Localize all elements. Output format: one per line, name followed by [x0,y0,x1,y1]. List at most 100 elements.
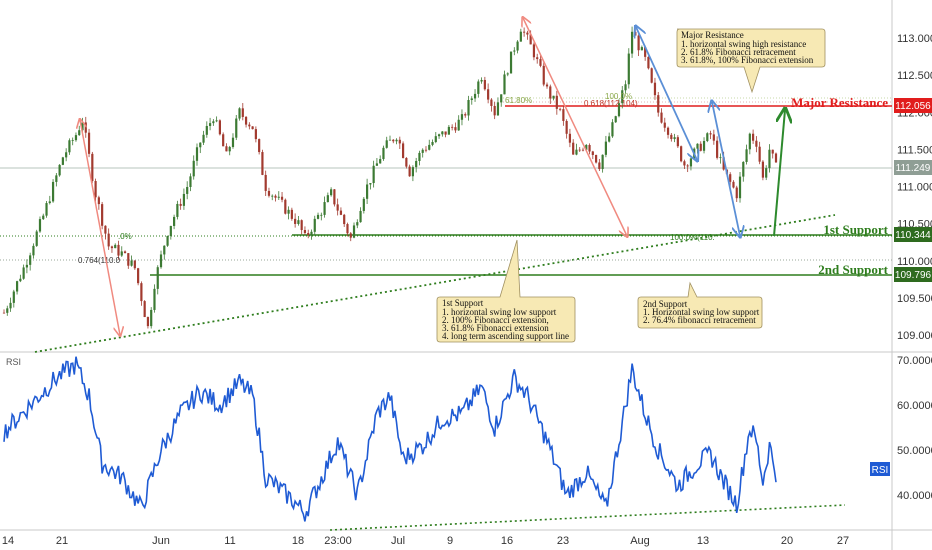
time-tick-label: 27 [837,535,849,547]
resistance-callout-title: Major Resistance [681,30,744,40]
fib-arrow-1[interactable] [80,120,120,335]
candle-body [473,93,477,99]
projection-arrow[interactable] [773,110,785,237]
candle-body [127,253,130,266]
time-tick-label: 21 [56,535,68,547]
candle-body [405,157,408,167]
candle-body [663,122,666,128]
candle-body [660,112,663,123]
candle-body [598,162,601,170]
candle-body [768,149,771,169]
time-tick-label: 13 [697,535,709,547]
candle-body [761,161,765,178]
candle-body [212,121,215,124]
resistance-price-tag-text: 112.056 [895,101,931,112]
fib-arrow-4[interactable] [712,102,740,236]
candle-body [25,264,28,268]
candle-body [735,187,738,199]
candle-body [477,81,480,94]
candle-body [536,57,539,60]
candle-body [228,146,231,152]
candle-body [169,225,172,237]
candle-body [189,176,192,187]
rsi-badge-text: RSI [872,465,889,476]
fib-arrow-2[interactable] [523,18,627,236]
candle-body [48,201,51,204]
candle-body [630,31,634,54]
rsi-line[interactable] [3,356,777,522]
candle-body [483,79,486,90]
price-tick-label: 111.000 [897,182,932,194]
candle-body [140,283,143,302]
candle-body [323,202,326,215]
candle-body [774,153,778,163]
candle-body [271,195,274,197]
candle-body [297,220,300,224]
first-support-price-tag [894,227,932,242]
candle-body [349,233,352,238]
candle-body [719,157,722,159]
first-support-label: 1st Support [823,222,888,237]
candle-body [670,134,673,140]
price-tick-label: 111.500 [897,144,932,156]
rsi-axis[interactable]: 70.0000 60.0000 50.0000 40.0000 [897,355,932,502]
time-axis[interactable]: 14 21 Jun 11 18 23:00 Jul 9 16 23 Aug 13 20 27 [2,535,849,547]
second-support-callout[interactable]: 2nd Support 1. Horizontal swing low supp… [637,281,763,329]
candle-body [339,210,343,215]
candle-body [123,251,127,254]
candle-body [490,99,493,106]
candle-body [575,149,578,155]
candle-body [104,225,107,234]
last-price-tag [894,160,932,175]
candle-body [421,149,424,153]
candle-body [755,140,758,147]
price-axis[interactable]: 113.000112.500112.000111.500111.000110.5… [897,33,932,342]
price-tick-label: 113.000 [897,33,932,45]
candle-body [385,140,388,148]
candle-body [310,231,313,235]
ascending-support-line[interactable] [34,214,836,353]
candle-body [215,120,218,122]
time-tick-label: 11 [224,535,235,547]
price-tick-label: 110.000 [897,256,932,268]
candle-body [699,143,702,151]
candle-body [166,236,169,246]
first-support-callout[interactable]: 1st Support 1. horizontal swing low supp… [436,239,576,343]
candle-body [114,244,117,249]
candle-body [195,147,199,161]
rsi-ascending-support-line[interactable] [329,504,846,531]
candle-body [509,51,513,74]
candle-body [392,139,395,142]
fib-arrow-3[interactable] [636,27,697,160]
resistance-callout-line-3: 3. 61.8%, 100% Fibonacci extension [681,55,814,65]
candle-body [65,152,68,158]
candle-body [143,301,146,318]
candle-body [523,31,526,33]
candle-body [235,118,238,138]
candle-body [686,165,689,167]
rsi-tick-label: 70.0000 [897,355,932,367]
candle-body [192,160,195,177]
candle-body [156,267,159,289]
resistance-price-tag [894,98,932,113]
second-support-callout-box [637,281,763,329]
candle-body [208,123,212,126]
candle-body [503,74,506,95]
candle-body [634,31,637,36]
candle-body [258,139,261,153]
candle-body [251,126,254,130]
candle-body [706,133,709,142]
resistance-callout[interactable]: Major Resistance 1. horizontal swing hig… [676,28,826,94]
candle-body [330,189,333,196]
candle-body [182,193,186,206]
candle-body [87,132,91,154]
candle-body [496,102,500,116]
candle-body [238,108,241,119]
candle-body [732,181,735,188]
candle-body [32,245,35,256]
candle-body [702,141,706,151]
candle-body [398,139,401,144]
time-tick-label: Aug [630,535,650,547]
rsi-tick-label: 40.0000 [897,490,932,502]
